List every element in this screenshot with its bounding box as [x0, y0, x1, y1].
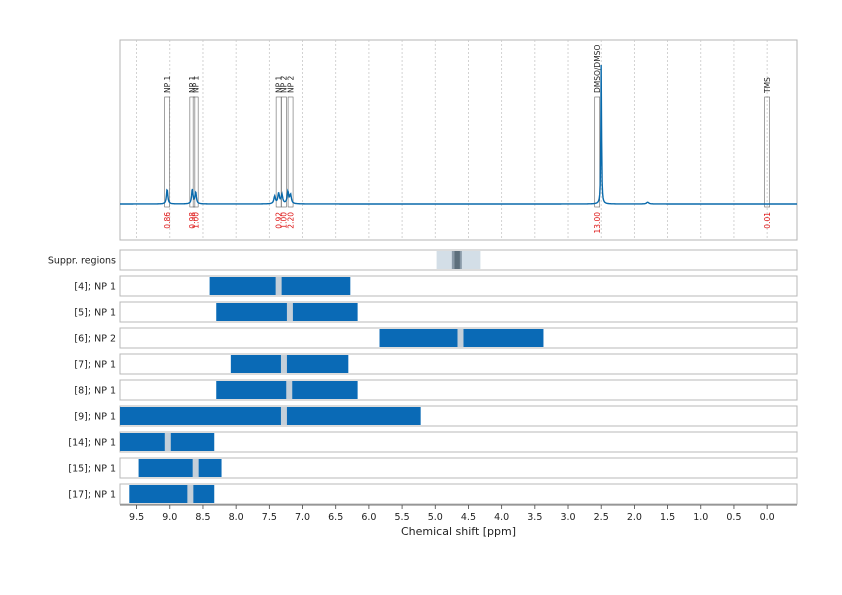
- x-tick-label: 1.5: [660, 512, 675, 523]
- range-row-label: [15]; NP 1: [68, 464, 116, 475]
- range-row-label: [4]; NP 1: [74, 282, 116, 293]
- range-center-marker: [286, 303, 293, 321]
- x-tick-label: 7.5: [262, 512, 277, 523]
- integral-value: 13.00: [593, 212, 602, 234]
- range-row-label: [17]; NP 1: [68, 490, 116, 501]
- peak-marker-box: [281, 96, 287, 208]
- range-row-frame: [119, 431, 798, 453]
- range-center-marker: [275, 277, 282, 295]
- range-rows: Suppr. regions [4]; NP 1 [5]; NP 1 [6]; NP …: [48, 249, 798, 505]
- x-tick-label: 2.0: [627, 512, 642, 523]
- x-tick-label: 5.5: [395, 512, 410, 523]
- range-row-label: [8]; NP 1: [74, 386, 116, 397]
- peak-marker-box: [192, 96, 199, 208]
- spectrum-line: [120, 64, 797, 205]
- x-tick-label: 0.5: [726, 512, 741, 523]
- spectrum-frame: [119, 39, 798, 241]
- peak-marker-box: [164, 96, 170, 208]
- x-tick-label: 6.0: [361, 512, 376, 523]
- range-row-label: [14]; NP 1: [68, 438, 116, 449]
- range-center-marker: [164, 433, 171, 451]
- range-center-marker: [457, 329, 464, 347]
- peak-label: NP 1: [274, 75, 283, 93]
- x-tick-label: 9.0: [162, 512, 177, 523]
- range-center-marker: [192, 459, 199, 477]
- x-tick-label: 9.5: [129, 512, 144, 523]
- x-tick-label: 6.5: [328, 512, 343, 523]
- x-tick-label: 3.5: [527, 512, 542, 523]
- peak-label: NP 2: [280, 75, 289, 93]
- peak-label: TMS: [763, 77, 772, 94]
- range-row-label: [7]; NP 1: [74, 360, 116, 371]
- x-tick-label: 7.0: [295, 512, 310, 523]
- x-tick-label: 1.0: [693, 512, 708, 523]
- peak-marker-box: [594, 96, 601, 208]
- x-tick-label: 4.0: [494, 512, 509, 523]
- x-axis-title: Chemical shift [ppm]: [401, 525, 516, 538]
- integral-value: 2.20: [286, 212, 295, 229]
- peak-label: NP 1: [163, 75, 172, 93]
- range-center-marker: [280, 407, 287, 425]
- range-bar: [138, 459, 222, 477]
- range-bar: [120, 407, 421, 425]
- peak-marker-box: [764, 96, 770, 208]
- range-row-frame: [119, 457, 798, 479]
- range-row-label: [6]; NP 2: [74, 334, 116, 345]
- peak-label: NP 1: [191, 75, 200, 93]
- peak-label: DMSO/DMSO: [593, 45, 602, 93]
- suppr-core: [454, 251, 460, 269]
- peak-marker-box: [287, 96, 294, 208]
- x-tick-label: 3.0: [560, 512, 575, 523]
- x-tick-label: 0.0: [760, 512, 775, 523]
- range-row-frame: [119, 483, 798, 505]
- range-center-marker: [187, 485, 194, 503]
- range-row-label: [5]; NP 1: [74, 308, 116, 319]
- range-center-marker: [280, 355, 287, 373]
- integral-value: 0.92: [274, 212, 283, 229]
- peak-label: NP 1: [188, 75, 197, 93]
- integral-value: 0.01: [763, 212, 772, 229]
- integral-value: 1.00: [280, 212, 289, 229]
- x-tick-label: 2.5: [594, 512, 609, 523]
- peak-marker-box: [189, 96, 196, 208]
- integral-value: 1.00: [191, 212, 200, 229]
- integral-value: 0.98: [188, 212, 197, 229]
- range-bar: [129, 485, 215, 503]
- range-row-label: [9]; NP 1: [74, 412, 116, 423]
- peak-label: NP 2: [286, 75, 295, 93]
- range-bar: [230, 355, 349, 373]
- x-tick-label: 8.5: [195, 512, 210, 523]
- x-tick-label: 5.0: [428, 512, 443, 523]
- x-axis: 9.5 9.0 8.5 8.0 7.5 7.0 6.5 6.0 5.5 5.0 4.5 4.0 3.5 3…: [120, 504, 797, 523]
- x-tick-label: 4.5: [461, 512, 476, 523]
- range-row-frame: [119, 353, 798, 375]
- suppr-regions-row-label: Suppr. regions: [48, 256, 116, 267]
- range-center-marker: [286, 381, 293, 399]
- integral-value: 0.86: [163, 212, 172, 229]
- peak-marker-box: [275, 96, 282, 208]
- x-tick-label: 8.0: [229, 512, 244, 523]
